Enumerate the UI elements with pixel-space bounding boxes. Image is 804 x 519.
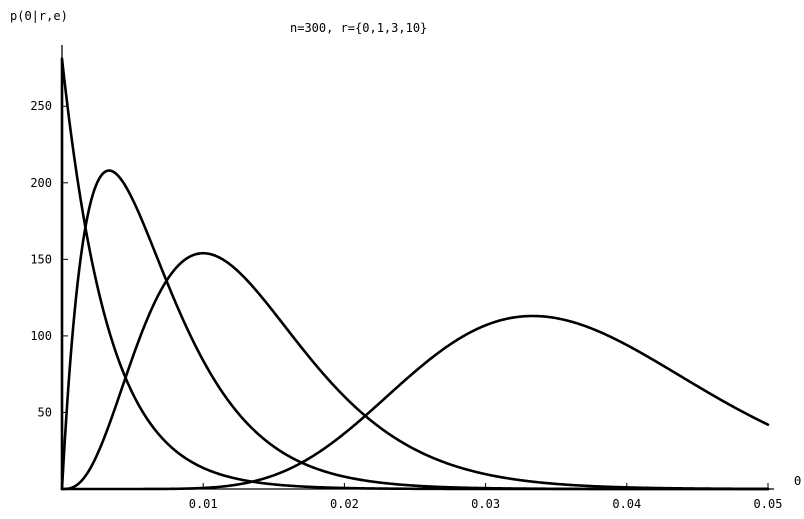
- x-tick-label: 0.04: [612, 497, 641, 511]
- x-axis-label: Θ: [794, 474, 801, 488]
- y-tick-label: 200: [30, 176, 52, 190]
- curve-group: [60, 57, 770, 491]
- x-tick-label: 0.02: [330, 497, 359, 511]
- series-line-r0: [60, 57, 770, 491]
- tick-group: 0.01 0.02 0.03 0.04 0.05 50 100 150 200 250: [30, 99, 782, 511]
- y-tick-label: 250: [30, 99, 52, 113]
- series-line-r10: [60, 314, 770, 491]
- x-tick-label: 0.05: [754, 497, 783, 511]
- series-line-r3: [60, 251, 770, 491]
- x-tick-label: 0.01: [189, 497, 218, 511]
- y-tick-label: 100: [30, 329, 52, 343]
- y-tick-label: 150: [30, 252, 52, 266]
- x-tick-label: 0.03: [471, 497, 500, 511]
- chart-title: n=300, r={0,1,3,10}: [290, 21, 427, 35]
- series-line-r1: [60, 169, 770, 491]
- y-axis-label: p(Θ|r,e): [10, 9, 68, 23]
- y-tick-label: 50: [38, 405, 52, 419]
